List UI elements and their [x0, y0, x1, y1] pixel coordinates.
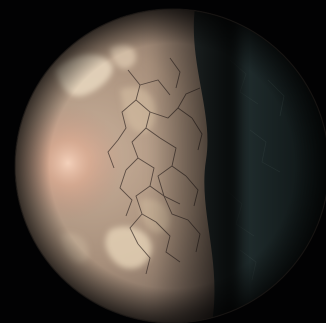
limb-darkening: [15, 9, 326, 323]
planet-rim: [14, 8, 326, 323]
